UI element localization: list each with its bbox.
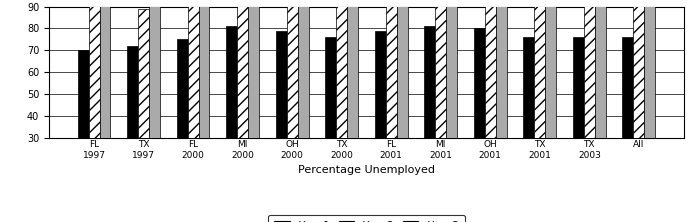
Bar	[248, 0, 259, 138]
Bar	[573, 37, 584, 138]
Bar	[149, 0, 160, 138]
X-axis label: Percentage Unemployed: Percentage Unemployed	[298, 165, 435, 175]
Bar	[336, 0, 347, 138]
Bar	[89, 4, 100, 138]
Bar	[485, 0, 496, 138]
Bar	[595, 0, 606, 138]
Bar	[138, 9, 149, 138]
Bar	[396, 0, 408, 138]
Bar	[226, 26, 237, 138]
Bar	[297, 0, 309, 138]
Bar	[177, 40, 188, 138]
Bar	[474, 28, 485, 138]
Bar	[325, 37, 336, 138]
Bar	[436, 0, 446, 138]
Bar	[524, 37, 535, 138]
Bar	[347, 0, 358, 138]
Bar	[198, 0, 209, 138]
Bar	[496, 0, 507, 138]
Bar	[584, 0, 595, 138]
Bar	[127, 46, 138, 138]
Legend: Year 1, Year 2, Year 3: Year 1, Year 2, Year 3	[268, 215, 465, 222]
Bar	[77, 50, 89, 138]
Bar	[535, 0, 545, 138]
Bar	[237, 0, 248, 138]
Bar	[633, 0, 644, 138]
Bar	[276, 31, 287, 138]
Bar	[287, 0, 297, 138]
Bar	[188, 0, 198, 138]
Bar	[424, 26, 436, 138]
Bar	[545, 0, 556, 138]
Bar	[386, 0, 396, 138]
Bar	[644, 0, 655, 138]
Bar	[446, 0, 457, 138]
Bar	[375, 31, 386, 138]
Bar	[623, 37, 633, 138]
Bar	[100, 0, 110, 138]
